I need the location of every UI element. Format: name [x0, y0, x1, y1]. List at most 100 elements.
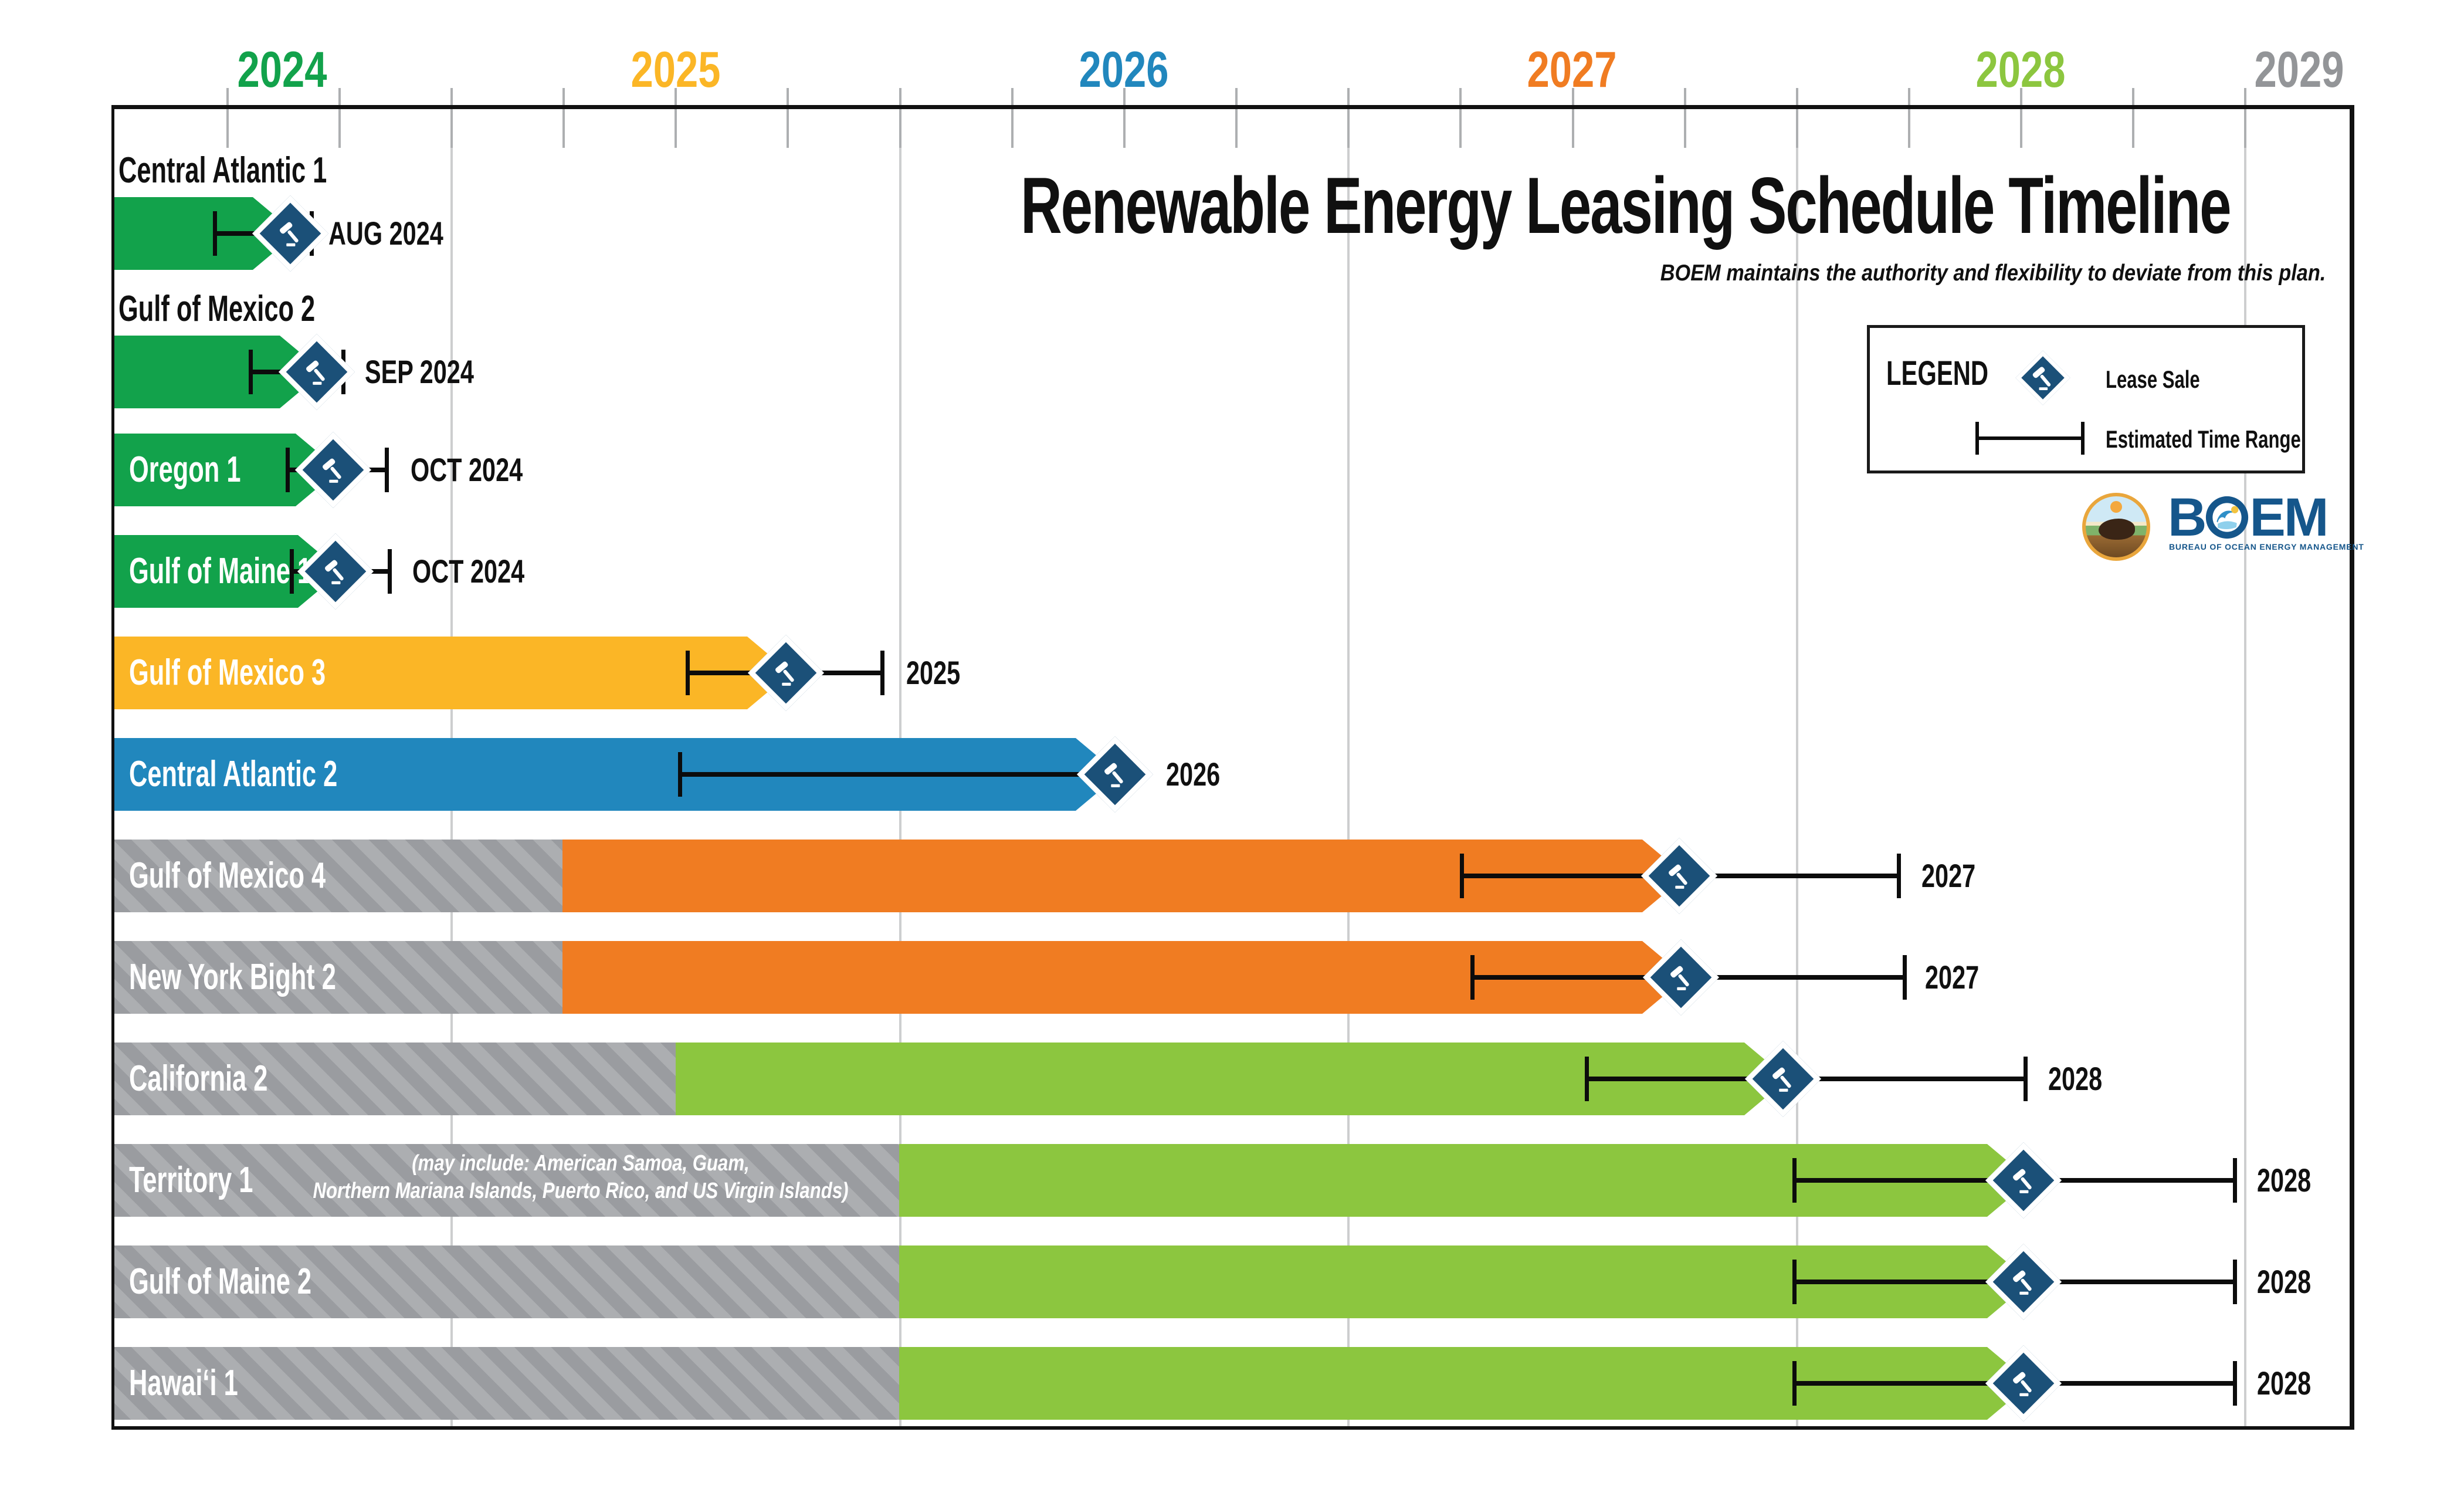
quarter-tick [899, 88, 901, 148]
plot-right-border [2350, 105, 2354, 1430]
quarter-tick [1123, 88, 1126, 148]
row-label: Central Atlantic 2 [129, 754, 338, 794]
bar-hatched-segment [113, 1144, 899, 1217]
time-range-tick-end [2233, 1260, 2237, 1304]
row-label: Gulf of Mexico 3 [129, 652, 326, 693]
row-label: Gulf of Maine 2 [129, 1261, 312, 1302]
wave-in-o-icon [2206, 496, 2249, 539]
row-label: Central Atlantic 1 [118, 150, 327, 191]
gavel-icon [2027, 362, 2059, 394]
year-gridline [1795, 109, 1798, 1430]
gavel-icon [1665, 961, 1697, 994]
gavel-icon [2007, 1367, 2040, 1400]
time-range-tick-start [290, 549, 294, 594]
time-range-tick-start [686, 651, 690, 695]
lease-area-bar [113, 1347, 2031, 1420]
gavel-icon [2007, 1164, 2040, 1197]
sale-date-label: 2028 [2257, 1162, 2312, 1199]
year-label-2027: 2027 [1527, 42, 1617, 98]
gavel-icon [1099, 758, 1131, 791]
quarter-tick [226, 88, 229, 148]
year-label-2024: 2024 [237, 42, 327, 98]
bar-hatched-segment [113, 1043, 676, 1115]
time-range-tick-start [1470, 955, 1475, 1000]
row-label: New York Bight 2 [129, 957, 336, 997]
gavel-icon [1663, 859, 1696, 892]
gavel-icon [274, 217, 307, 250]
time-range-tick-end [1897, 854, 1901, 898]
sale-date-label: AUG 2024 [328, 215, 443, 252]
time-range-line [680, 772, 1115, 777]
time-range-tick-end [385, 448, 389, 492]
legend-label-lease-sale: Lease Sale [2106, 365, 2200, 393]
quarter-tick [1011, 88, 1014, 148]
bar-colored-segment [113, 637, 791, 709]
lease-area-bar [113, 840, 1686, 912]
time-range-tick-start [1460, 854, 1464, 898]
row-label: Gulf of Maine 1 [129, 551, 312, 591]
row-label: Oregon 1 [129, 449, 241, 490]
row-label: California 2 [129, 1058, 268, 1099]
row-note: (may include: American Samoa, Guam, North… [313, 1151, 849, 1203]
sale-date-label: 2026 [1166, 756, 1221, 793]
time-range-tick-start [213, 211, 217, 256]
quarter-tick [338, 88, 341, 148]
quarter-tick [1795, 88, 1798, 148]
lease-area-bar [113, 1245, 2031, 1318]
year-gridline [2244, 109, 2247, 1430]
quarter-tick [562, 88, 565, 148]
row-label: Gulf of Mexico 4 [129, 855, 326, 896]
quarter-tick [2020, 88, 2023, 148]
quarter-tick [1459, 88, 1462, 148]
time-range-tick-end [1903, 955, 1907, 1000]
doi-seal-icon [2082, 493, 2150, 561]
quarter-tick [1571, 88, 1574, 148]
row-label: Territory 1 [129, 1160, 253, 1200]
boem-wordmark: B EM [2168, 488, 2329, 547]
time-range-tick-start [1585, 1057, 1589, 1101]
bar-hatched-segment [113, 1245, 899, 1318]
row-label: Gulf of Mexico 2 [118, 289, 316, 329]
quarter-tick [1235, 88, 1238, 148]
page-title: Renewable Energy Leasing Schedule Timeli… [1021, 161, 2232, 250]
sale-date-label: SEP 2024 [365, 353, 474, 390]
bar-hatched-segment [113, 840, 562, 912]
legend-label-estimated-time-range: Estimated Time Range [2106, 425, 2301, 453]
time-range-tick-start [286, 448, 290, 492]
row-label: Hawaiʻi 1 [129, 1363, 238, 1403]
gavel-icon [1767, 1062, 1799, 1095]
plot-bottom-border [111, 1426, 2354, 1430]
lease-area-bar [113, 1144, 2031, 1217]
time-range-tick-start [1792, 1158, 1797, 1203]
sale-date-label: 2027 [1921, 857, 1976, 894]
time-range-tick-start [678, 752, 682, 797]
quarter-tick [1683, 88, 1686, 148]
sale-date-label: 2028 [2048, 1060, 2103, 1097]
quarter-tick [787, 88, 789, 148]
sale-date-label: 2025 [906, 654, 961, 691]
time-range-tick-end [880, 651, 884, 695]
gavel-icon [319, 555, 352, 588]
legend-title: LEGEND [1886, 354, 1989, 392]
sale-date-label: 2028 [2257, 1263, 2312, 1300]
time-range-tick-end [2233, 1361, 2237, 1406]
lease-area-bar [113, 1043, 1788, 1115]
sale-date-label: OCT 2024 [412, 553, 525, 590]
time-range-tick-end [388, 549, 392, 594]
lease-area-bar [113, 941, 1686, 1014]
time-range-tick-end [2233, 1158, 2237, 1203]
plot-top-border [113, 105, 2354, 109]
quarter-tick [2132, 88, 2135, 148]
gavel-icon [770, 656, 802, 689]
sale-date-label: OCT 2024 [411, 451, 523, 488]
time-range-tick-start [1792, 1260, 1797, 1304]
year-label-2029: 2029 [2254, 42, 2344, 98]
bar-hatched-segment [113, 941, 562, 1014]
year-label-2028: 2028 [1975, 42, 2066, 98]
year-gridline [1347, 109, 1350, 1430]
sale-date-label: 2027 [1925, 959, 1980, 996]
time-range-tick-start [249, 350, 253, 394]
year-label-2025: 2025 [631, 42, 721, 98]
quarter-tick [450, 88, 453, 148]
